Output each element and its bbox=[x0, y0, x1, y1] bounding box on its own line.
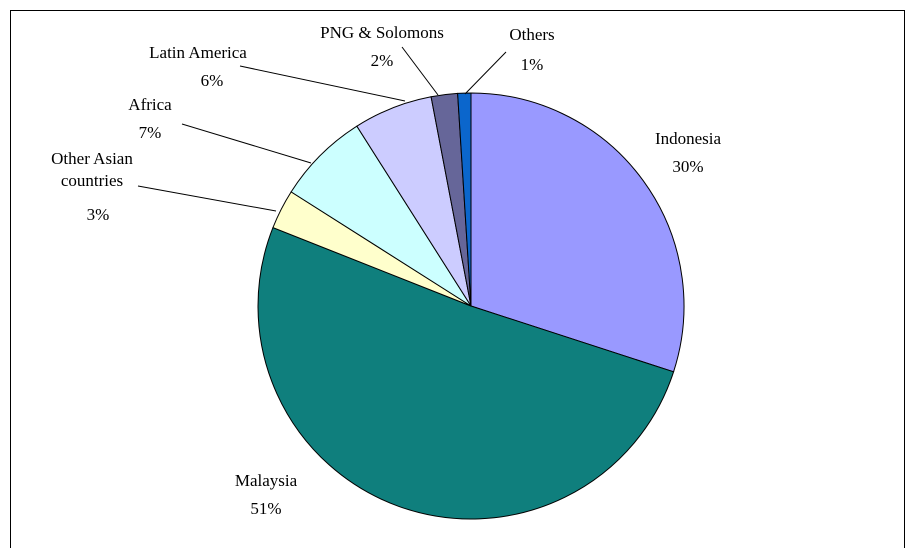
pie-slice bbox=[457, 92, 472, 307]
chart-frame bbox=[10, 10, 905, 548]
pie-slice bbox=[470, 92, 685, 373]
value-label: 1% bbox=[520, 55, 544, 74]
leader-line bbox=[239, 65, 406, 102]
value-label: 30% bbox=[672, 157, 704, 176]
value-label: 3% bbox=[86, 205, 110, 224]
slice-label: Other Asian countries bbox=[51, 149, 133, 190]
leader-line bbox=[181, 123, 312, 164]
value-label: 7% bbox=[138, 123, 162, 142]
value-label: 6% bbox=[200, 71, 224, 90]
value-label: 2% bbox=[370, 51, 394, 70]
slice-label: Africa bbox=[128, 95, 172, 114]
slice-label: Malaysia bbox=[234, 471, 298, 490]
leader-line bbox=[401, 46, 439, 96]
slice-label: Latin America bbox=[149, 43, 247, 62]
slice-label: Indonesia bbox=[654, 129, 722, 148]
slice-label: Others bbox=[509, 25, 555, 44]
slice-label: PNG & Solomons bbox=[320, 23, 444, 42]
leader-line bbox=[137, 185, 277, 212]
value-label: 51% bbox=[250, 499, 282, 518]
pie-slice bbox=[257, 226, 675, 520]
leader-line bbox=[464, 51, 507, 95]
